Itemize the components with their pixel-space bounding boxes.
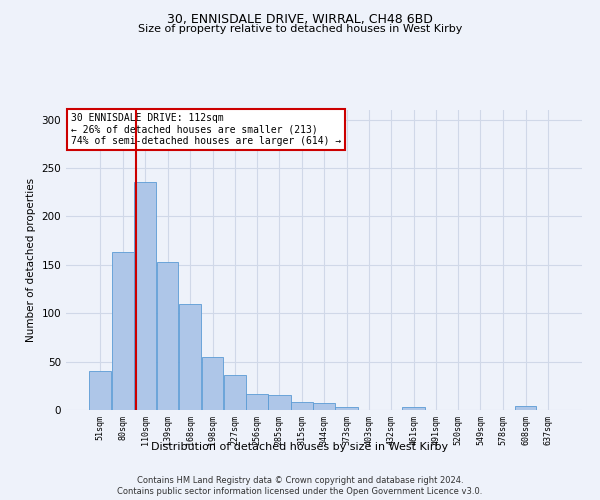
Text: 30 ENNISDALE DRIVE: 112sqm
← 26% of detached houses are smaller (213)
74% of sem: 30 ENNISDALE DRIVE: 112sqm ← 26% of deta… (71, 113, 341, 146)
Bar (157, 262, 178, 410)
Bar (202, 357, 223, 410)
Bar (134, 182, 156, 410)
Text: Contains public sector information licensed under the Open Government Licence v3: Contains public sector information licen… (118, 488, 482, 496)
Bar (179, 304, 201, 410)
Bar (313, 403, 335, 410)
Bar (246, 394, 268, 410)
Bar (515, 406, 536, 410)
Bar (335, 407, 358, 410)
Text: 30, ENNISDALE DRIVE, WIRRAL, CH48 6BD: 30, ENNISDALE DRIVE, WIRRAL, CH48 6BD (167, 12, 433, 26)
Bar (291, 402, 313, 410)
Text: Distribution of detached houses by size in West Kirby: Distribution of detached houses by size … (151, 442, 449, 452)
Y-axis label: Number of detached properties: Number of detached properties (26, 178, 36, 342)
Text: Contains HM Land Registry data © Crown copyright and database right 2024.: Contains HM Land Registry data © Crown c… (137, 476, 463, 485)
Bar (89, 372, 111, 410)
Bar (268, 396, 290, 410)
Bar (112, 252, 134, 410)
Text: Size of property relative to detached houses in West Kirby: Size of property relative to detached ho… (138, 24, 462, 34)
Bar (224, 375, 245, 410)
Bar (403, 407, 425, 410)
